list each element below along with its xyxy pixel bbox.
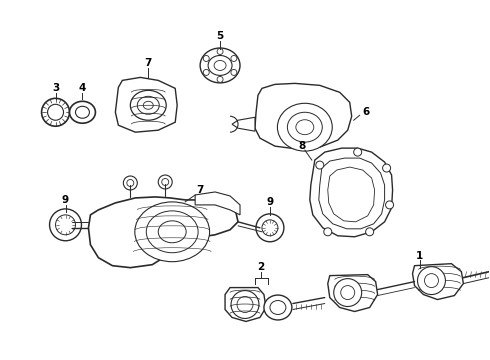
Circle shape bbox=[354, 148, 362, 156]
Circle shape bbox=[383, 164, 391, 172]
Circle shape bbox=[424, 274, 439, 288]
Circle shape bbox=[386, 201, 393, 209]
Circle shape bbox=[217, 49, 223, 54]
Ellipse shape bbox=[264, 295, 292, 320]
Circle shape bbox=[237, 297, 253, 312]
Text: 4: 4 bbox=[79, 84, 86, 93]
Circle shape bbox=[217, 76, 223, 82]
Ellipse shape bbox=[75, 106, 90, 118]
Polygon shape bbox=[319, 158, 385, 229]
Text: 6: 6 bbox=[362, 107, 369, 117]
Polygon shape bbox=[232, 117, 255, 131]
Ellipse shape bbox=[296, 120, 314, 135]
Polygon shape bbox=[328, 167, 375, 222]
Polygon shape bbox=[255, 84, 352, 149]
Circle shape bbox=[341, 285, 355, 300]
Circle shape bbox=[262, 220, 278, 236]
Ellipse shape bbox=[200, 48, 240, 83]
Ellipse shape bbox=[137, 96, 159, 114]
Circle shape bbox=[366, 228, 374, 236]
Text: 9: 9 bbox=[62, 195, 69, 205]
Ellipse shape bbox=[270, 301, 286, 315]
Circle shape bbox=[55, 215, 75, 235]
Text: 2: 2 bbox=[257, 262, 265, 272]
Polygon shape bbox=[115, 77, 177, 132]
Ellipse shape bbox=[130, 90, 166, 120]
Text: 7: 7 bbox=[196, 185, 204, 195]
Circle shape bbox=[316, 161, 324, 169]
Ellipse shape bbox=[135, 202, 210, 262]
Circle shape bbox=[334, 279, 362, 306]
Polygon shape bbox=[89, 197, 238, 268]
Polygon shape bbox=[195, 192, 240, 215]
Circle shape bbox=[231, 291, 259, 319]
Circle shape bbox=[48, 104, 64, 120]
Polygon shape bbox=[413, 264, 464, 300]
Circle shape bbox=[162, 179, 169, 185]
Text: 3: 3 bbox=[52, 84, 59, 93]
Circle shape bbox=[158, 175, 172, 189]
Text: 5: 5 bbox=[217, 31, 224, 41]
Ellipse shape bbox=[277, 103, 332, 151]
Circle shape bbox=[231, 69, 237, 75]
Circle shape bbox=[49, 209, 81, 241]
Ellipse shape bbox=[70, 101, 96, 123]
Ellipse shape bbox=[158, 221, 186, 243]
Circle shape bbox=[256, 214, 284, 242]
Text: 7: 7 bbox=[145, 58, 152, 68]
Circle shape bbox=[231, 55, 237, 62]
Ellipse shape bbox=[147, 211, 198, 253]
Ellipse shape bbox=[208, 55, 232, 75]
Circle shape bbox=[123, 176, 137, 190]
Text: 1: 1 bbox=[416, 251, 423, 261]
Polygon shape bbox=[310, 148, 392, 237]
Polygon shape bbox=[328, 275, 378, 311]
Circle shape bbox=[203, 69, 209, 75]
Circle shape bbox=[417, 267, 445, 294]
Circle shape bbox=[203, 55, 209, 62]
Circle shape bbox=[42, 98, 70, 126]
Circle shape bbox=[127, 180, 134, 186]
Text: 8: 8 bbox=[298, 141, 305, 151]
Circle shape bbox=[324, 228, 332, 236]
Text: 9: 9 bbox=[267, 197, 273, 207]
Polygon shape bbox=[225, 288, 266, 321]
Ellipse shape bbox=[143, 101, 153, 109]
Ellipse shape bbox=[287, 112, 322, 142]
Ellipse shape bbox=[214, 60, 226, 71]
